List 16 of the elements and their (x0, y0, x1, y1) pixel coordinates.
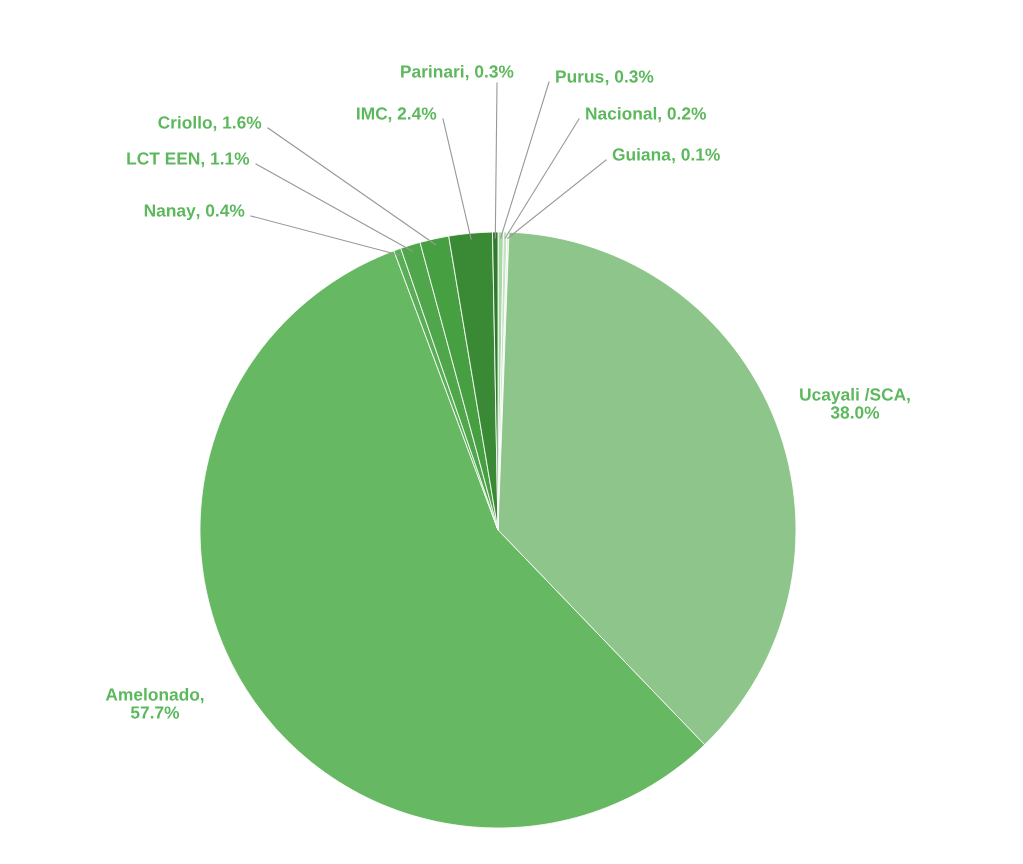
data-label: , 0.2% (658, 107, 707, 123)
slice-label: Nacional (586, 106, 657, 120)
data-label: , 2.4% (388, 107, 437, 123)
slice-label: Parinari (401, 64, 464, 78)
slice-label: Nanay (144, 204, 196, 221)
data-label: , 1.1% (201, 152, 250, 168)
slice-label: Criollo (158, 115, 212, 129)
data-label: , 0.3% (605, 70, 654, 86)
data-label: , 1.6% (213, 116, 262, 132)
slice-label: Guiana (612, 147, 671, 161)
slice-label: IMC (357, 107, 388, 120)
slice-label: Purus (556, 70, 604, 83)
slice-label: LCT EEN (127, 152, 200, 165)
data-label: , 0.4% (196, 204, 245, 220)
data-label: , 0.1% (672, 148, 720, 164)
data-label: , 0.3% (465, 65, 514, 81)
